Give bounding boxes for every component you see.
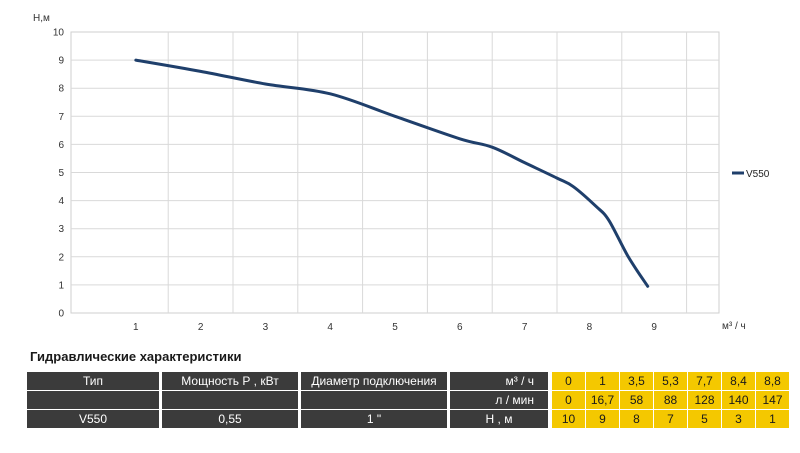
flow-lmin-value: 58 — [619, 391, 653, 409]
x-tick-label: 6 — [457, 322, 463, 333]
y-tick-label: 3 — [58, 224, 64, 235]
column-gap — [159, 372, 162, 428]
header-head: Н , м — [450, 410, 548, 428]
x-tick-label: 5 — [392, 322, 398, 333]
flow-lmin-value: 88 — [653, 391, 687, 409]
y-tick-label: 4 — [58, 196, 64, 207]
header-power: Мощность Р , кВт — [162, 372, 298, 390]
column-gap — [548, 372, 551, 428]
head-flow-chart: 0 1 2 3 4 5 6 7 8 9 10 1 2 3 4 5 6 7 8 9 Н,м м³ / ч V550 — [33, 13, 770, 333]
series-line-v550 — [134, 58, 650, 288]
flow-m3-value: 5,3 — [653, 372, 687, 390]
header-flow-m3: м³ / ч — [450, 372, 548, 390]
flow-m3-value: 8,8 — [755, 372, 789, 390]
flow-m3-value: 0 — [551, 372, 585, 390]
y-tick-label: 2 — [58, 252, 64, 263]
y-tick-label: 10 — [53, 28, 65, 39]
header-diameter: Диаметр подключения — [301, 372, 447, 390]
header-power-cont — [162, 391, 298, 409]
legend-label-v550: V550 — [746, 169, 770, 180]
x-tick-label: 9 — [651, 322, 657, 333]
x-tick-labels: 1 2 3 4 5 6 7 8 9 — [133, 322, 657, 333]
y-tick-label: 7 — [58, 112, 64, 123]
row-power: 0,55 — [162, 410, 298, 428]
y-tick-label: 6 — [58, 140, 64, 151]
grid-lines — [71, 32, 719, 313]
head-value: 10 — [551, 410, 585, 428]
head-value: 3 — [721, 410, 755, 428]
flow-lmin-value: 140 — [721, 391, 755, 409]
y-tick-label: 1 — [58, 280, 64, 291]
head-value: 5 — [687, 410, 721, 428]
x-tick-label: 3 — [263, 322, 269, 333]
head-value: 9 — [585, 410, 619, 428]
table-title: Гидравлические характеристики — [30, 349, 242, 364]
x-tick-label: 4 — [327, 322, 333, 333]
head-value: 7 — [653, 410, 687, 428]
flow-m3-value: 7,7 — [687, 372, 721, 390]
flow-lmin-value: 0 — [551, 391, 585, 409]
row-diameter: 1 " — [301, 410, 447, 428]
hydraulic-table: Тип Мощность Р , кВт Диаметр подключения… — [27, 372, 789, 428]
column-gap — [298, 372, 301, 428]
row-type: V550 — [27, 410, 159, 428]
column-gap — [447, 372, 450, 428]
head-value: 8 — [619, 410, 653, 428]
header-flow-lmin: л / мин — [450, 391, 548, 409]
y-tick-labels: 0 1 2 3 4 5 6 7 8 9 10 — [53, 28, 65, 320]
header-diameter-cont — [301, 391, 447, 409]
flow-lmin-value: 147 — [755, 391, 789, 409]
x-tick-label: 8 — [587, 322, 593, 333]
header-type-cont — [27, 391, 159, 409]
header-type: Тип — [27, 372, 159, 390]
flow-m3-value: 3,5 — [619, 372, 653, 390]
x-tick-label: 2 — [198, 322, 204, 333]
y-tick-label: 5 — [58, 168, 64, 179]
y-axis-label: Н,м — [33, 13, 50, 24]
flow-lmin-value: 16,7 — [585, 391, 619, 409]
y-tick-label: 8 — [58, 84, 64, 95]
flow-m3-value: 8,4 — [721, 372, 755, 390]
y-tick-label: 9 — [58, 56, 64, 67]
y-tick-label: 0 — [58, 309, 64, 320]
head-value: 1 — [755, 410, 789, 428]
x-tick-label: 1 — [133, 322, 139, 333]
x-tick-label: 7 — [522, 322, 528, 333]
flow-m3-value: 1 — [585, 372, 619, 390]
flow-lmin-value: 128 — [687, 391, 721, 409]
x-axis-label: м³ / ч — [722, 321, 746, 332]
